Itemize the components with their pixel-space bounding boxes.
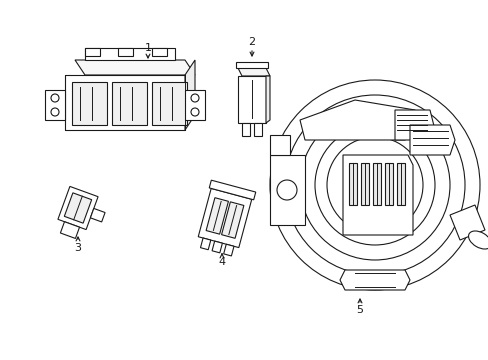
Polygon shape	[184, 90, 204, 120]
Polygon shape	[238, 68, 269, 76]
Polygon shape	[64, 193, 91, 223]
Polygon shape	[85, 48, 175, 60]
Circle shape	[51, 108, 59, 116]
Polygon shape	[75, 60, 195, 75]
Polygon shape	[112, 82, 147, 125]
Text: 2: 2	[248, 37, 255, 47]
Text: 5: 5	[356, 305, 363, 315]
Polygon shape	[65, 75, 184, 130]
Polygon shape	[209, 180, 255, 200]
Polygon shape	[184, 60, 195, 130]
Text: 4: 4	[218, 257, 225, 267]
Polygon shape	[342, 155, 412, 235]
Polygon shape	[90, 208, 105, 222]
Polygon shape	[152, 82, 186, 125]
Polygon shape	[85, 48, 100, 56]
Polygon shape	[299, 100, 419, 140]
Text: 3: 3	[74, 243, 81, 253]
Polygon shape	[396, 163, 404, 205]
Text: 1: 1	[144, 43, 151, 53]
Polygon shape	[72, 82, 107, 125]
Polygon shape	[265, 76, 269, 123]
Polygon shape	[45, 90, 65, 120]
Polygon shape	[394, 110, 434, 140]
Circle shape	[276, 180, 296, 200]
Polygon shape	[205, 198, 228, 234]
Polygon shape	[269, 135, 289, 155]
Polygon shape	[242, 123, 249, 136]
Polygon shape	[238, 76, 265, 123]
Polygon shape	[409, 125, 454, 155]
Polygon shape	[223, 244, 233, 256]
Polygon shape	[449, 205, 484, 240]
Polygon shape	[372, 163, 380, 205]
Polygon shape	[253, 123, 262, 136]
Polygon shape	[384, 163, 392, 205]
Polygon shape	[236, 62, 267, 68]
Polygon shape	[212, 241, 222, 253]
Polygon shape	[198, 188, 251, 248]
Polygon shape	[269, 155, 305, 225]
Circle shape	[191, 108, 199, 116]
Ellipse shape	[468, 231, 488, 249]
Polygon shape	[152, 48, 167, 56]
Polygon shape	[118, 48, 133, 56]
Circle shape	[191, 94, 199, 102]
Polygon shape	[360, 163, 368, 205]
Circle shape	[51, 94, 59, 102]
Polygon shape	[339, 270, 409, 290]
Polygon shape	[221, 202, 244, 238]
Polygon shape	[348, 163, 356, 205]
Polygon shape	[200, 238, 210, 250]
Polygon shape	[58, 186, 98, 230]
Polygon shape	[61, 222, 80, 238]
